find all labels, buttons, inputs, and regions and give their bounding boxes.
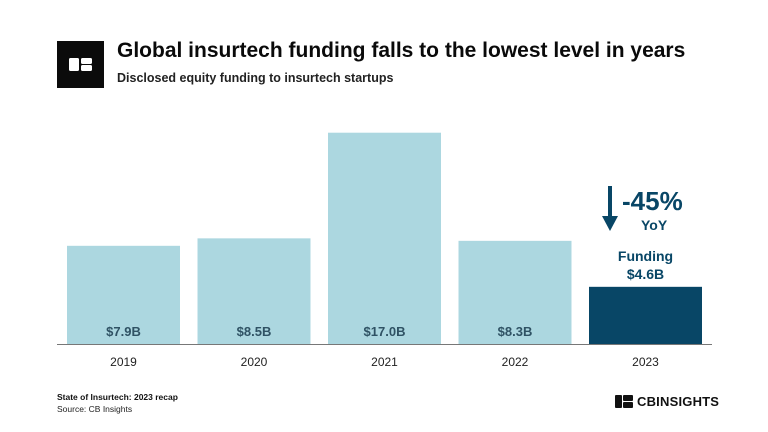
chart-subtitle: Disclosed equity funding to insurtech st… — [117, 71, 394, 85]
bar-value-label: $7.9B — [106, 324, 141, 339]
funding-label: Funding — [618, 248, 673, 264]
bar-value-label: $17.0B — [364, 324, 406, 339]
x-tick-label: 2019 — [110, 355, 137, 369]
funding-value-label: $4.6B — [627, 266, 664, 282]
bar-2019 — [67, 245, 180, 344]
x-tick-label: 2020 — [241, 355, 268, 369]
bar-value-label: $8.3B — [498, 324, 533, 339]
cb-logo — [57, 41, 104, 88]
chart-title: Global insurtech funding falls to the lo… — [117, 39, 686, 62]
bar-2023 — [589, 286, 702, 344]
cbinsights-logo-icon — [615, 394, 633, 408]
x-tick-label: 2023 — [632, 355, 659, 369]
yoy-change-value: -45% — [622, 186, 683, 216]
bar-value-label: $8.5B — [237, 324, 272, 339]
yoy-label: YoY — [641, 217, 668, 233]
source-note: Source: CB Insights — [57, 404, 133, 414]
cb-logo-icon — [69, 58, 92, 71]
brand-name: CBINSIGHTS — [637, 393, 720, 409]
bar-2021 — [328, 132, 441, 344]
x-tick-label: 2022 — [502, 355, 529, 369]
bar-2022 — [458, 240, 572, 344]
report-title: State of Insurtech: 2023 recap — [57, 392, 178, 402]
x-tick-label: 2021 — [371, 355, 398, 369]
bar-2020 — [197, 238, 311, 344]
cbinsights-brand: CBINSIGHTS — [615, 392, 719, 410]
down-arrow-icon — [602, 216, 618, 231]
